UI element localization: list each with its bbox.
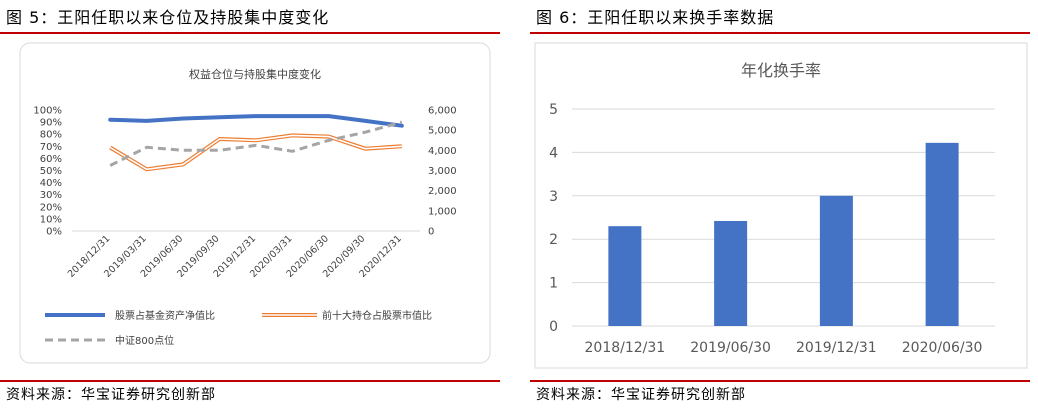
right-bottom-rule (530, 380, 1030, 382)
y-left-tick-label: 30% (40, 190, 62, 201)
y-left-tick-label: 100% (33, 106, 62, 117)
y-left-tick-label: 20% (40, 202, 62, 213)
series-line-2 (109, 120, 403, 167)
y-left-tick-label: 40% (40, 178, 62, 189)
left-top-rule (0, 32, 500, 34)
y-left-tick-label: 90% (40, 118, 62, 129)
left-figure-title: 图 5：王阳任职以来仓位及持股集中度变化 (6, 8, 330, 27)
right-figure-title: 图 6：王阳任职以来换手率数据 (536, 8, 775, 27)
series-line-inner-1 (109, 134, 402, 171)
bar-0 (608, 226, 642, 326)
y-left-tick-label: 10% (40, 214, 62, 225)
y-left-tick-label: 70% (40, 142, 62, 153)
left-panel: 图 5：王阳任职以来仓位及持股集中度变化 权益仓位与持股集中度变化 100% 90%… (0, 0, 500, 410)
y-tick-label: 1 (549, 276, 558, 292)
left-bottom-rule (0, 380, 500, 382)
y-tick-label: 4 (549, 145, 558, 161)
right-chart: 年化换手率 5 4 3 2 1 0 2018/12/31 2019/06/30 2019/12/3… (534, 42, 1028, 369)
left-chart: 权益仓位与持股集中度变化 100%90%80%70%60%50%40%30%20%… (19, 42, 491, 364)
chart-title: 年化换手率 (741, 61, 821, 80)
bar-1 (714, 220, 748, 326)
y-tick-label: 5 (549, 102, 558, 118)
x-tick-label: 2019/12/31 (796, 340, 877, 356)
x-tick-label: 2019/06/30 (690, 340, 771, 356)
legend-label-2: 中证800点位 (115, 334, 174, 347)
y-left-tick-label: 80% (40, 130, 62, 141)
y-right-tick-label: 4,000 (428, 146, 457, 157)
series-line-0 (108, 114, 404, 128)
y-right-tick-label: 2,000 (428, 186, 457, 197)
y-right-tick-label: 6,000 (428, 106, 457, 117)
y-tick-label: 3 (549, 189, 558, 205)
legend-label-1: 前十大持仓占股票市值比 (322, 309, 432, 322)
y-tick-label: 2 (549, 232, 558, 248)
y-right-tick-label: 0 (428, 227, 434, 238)
bar-2 (819, 195, 853, 326)
y-left-tick-label: 0% (46, 227, 62, 238)
chart-title: 权益仓位与持股集中度变化 (189, 67, 321, 81)
left-source: 资料来源：华宝证券研究创新部 (6, 387, 216, 403)
right-source: 资料来源：华宝证券研究创新部 (536, 387, 746, 403)
legend-label-0: 股票占基金资产净值比 (115, 309, 215, 322)
y-left-tick-label: 50% (40, 166, 62, 177)
y-tick-label: 0 (549, 319, 558, 335)
y-right-tick-label: 3,000 (428, 166, 457, 177)
x-tick-label: 2018/12/31 (585, 340, 666, 356)
bar-3 (925, 142, 959, 326)
right-panel: 图 6：王阳任职以来换手率数据 年化换手率 5 4 3 2 1 0 2018/12/31 201… (530, 0, 1038, 410)
y-right-tick-label: 5,000 (428, 126, 457, 137)
y-left-tick-label: 60% (40, 154, 62, 165)
x-tick-label: 2020/06/30 (902, 340, 983, 356)
right-top-rule (530, 32, 1030, 34)
y-right-tick-label: 1,000 (428, 206, 457, 217)
